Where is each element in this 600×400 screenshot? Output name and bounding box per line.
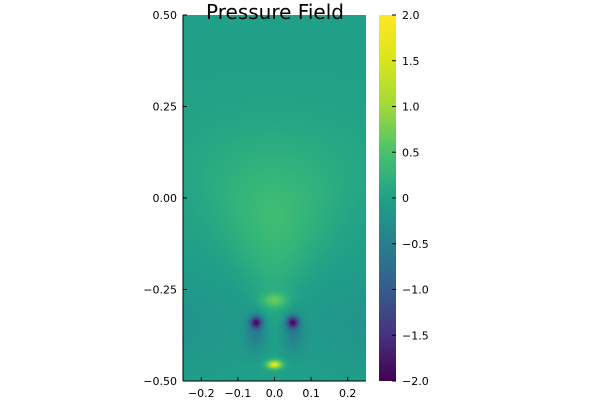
colorbar-gradient	[379, 15, 396, 381]
colorbar-tick-label: 1.0	[402, 101, 420, 114]
y-tick-label: 0.50	[153, 9, 178, 22]
y-tick-label: 0.00	[153, 192, 178, 205]
x-tick-label: −0.2	[188, 387, 215, 400]
colorbar-tick-label: 1.5	[402, 55, 420, 68]
colorbar-tick-label: −2.0	[402, 375, 429, 388]
x-tick-label: 0.2	[339, 387, 357, 400]
colorbar-tick-label: 0	[402, 192, 409, 205]
x-tick-label: 0.1	[302, 387, 320, 400]
colorbar-ticks: −2.0 −1.5 −1.0 −0.5 0 0.5 1.0 1.5 2.0	[392, 9, 429, 388]
y-tick-label: 0.25	[153, 101, 178, 114]
pressure-heatmap	[183, 15, 366, 381]
colorbar-tick-label: 2.0	[402, 9, 420, 22]
colorbar-tick-label: −1.0	[402, 284, 429, 297]
x-axis-ticks: −0.2 −0.1 0.0 0.1 0.2	[188, 377, 357, 400]
y-axis-ticks: −0.50 −0.25 0.00 0.25 0.50	[143, 9, 187, 388]
x-tick-label: 0.0	[266, 387, 284, 400]
colorbar-tick-label: 0.5	[402, 146, 420, 159]
plot-area: −0.2 −0.1 0.0 0.1 0.2 −0.50 −0.25 0.00 0.25 0.50	[143, 9, 366, 400]
chart-title: Pressure Field	[206, 0, 344, 24]
y-tick-label: −0.25	[143, 284, 177, 297]
x-tick-label: −0.1	[225, 387, 252, 400]
colorbar: −2.0 −1.5 −1.0 −0.5 0 0.5 1.0 1.5 2.0	[379, 9, 429, 388]
colorbar-tick-label: −1.5	[402, 329, 429, 342]
colorbar-tick-label: −0.5	[402, 238, 429, 251]
y-tick-label: −0.50	[143, 375, 177, 388]
